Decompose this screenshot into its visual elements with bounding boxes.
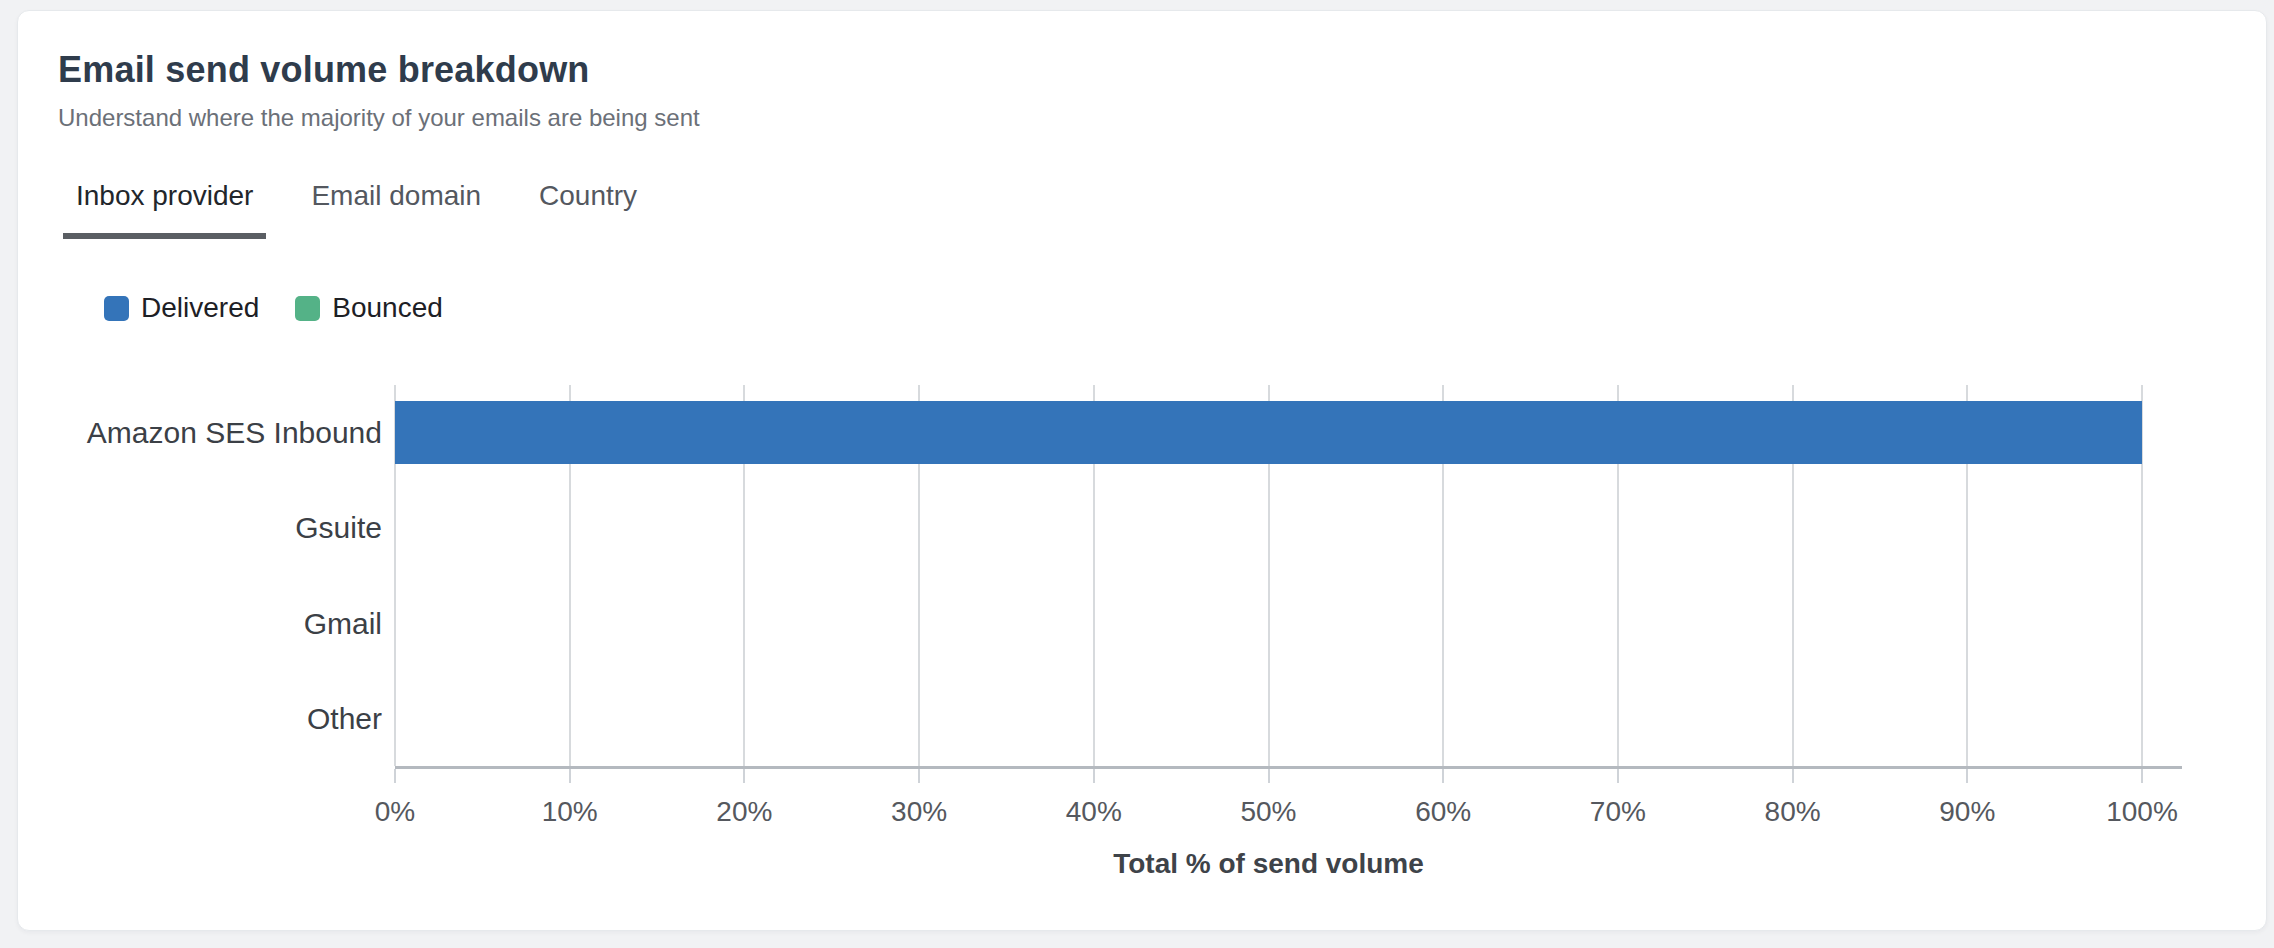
- category-label-gmail: Gmail: [18, 576, 382, 671]
- x-tick-label-30: 30%: [839, 797, 999, 827]
- category-label-gsuite: Gsuite: [18, 480, 382, 575]
- email-send-volume-card: Email send volume breakdown Understand w…: [17, 10, 2267, 931]
- x-tick-label-50: 50%: [1189, 797, 1349, 827]
- card-subtitle: Understand where the majority of your em…: [58, 103, 700, 133]
- x-tick-label-80: 80%: [1713, 797, 1873, 827]
- x-tick-label-40: 40%: [1014, 797, 1174, 827]
- x-tick-mark-20: [743, 769, 745, 783]
- x-tick-label-20: 20%: [664, 797, 824, 827]
- x-tick-mark-30: [918, 769, 920, 783]
- tab-inbox-provider[interactable]: Inbox provider: [63, 179, 266, 239]
- legend-swatch-bounced: [295, 296, 320, 321]
- x-tick-label-60: 60%: [1363, 797, 1523, 827]
- x-axis-line: [395, 766, 2182, 769]
- x-tick-label-90: 90%: [1887, 797, 2047, 827]
- x-tick-mark-100: [2141, 769, 2143, 783]
- x-tick-mark-90: [1966, 769, 1968, 783]
- x-tick-mark-70: [1617, 769, 1619, 783]
- send-volume-bar-chart: Total % of send volume 0% 10% 20% 30% 40% 50%…: [18, 385, 2266, 905]
- legend-label-bounced: Bounced: [332, 293, 443, 323]
- legend-label-delivered: Delivered: [141, 293, 259, 323]
- x-axis-title: Total % of send volume: [395, 847, 2142, 881]
- x-tick-mark-10: [569, 769, 571, 783]
- x-tick-mark-40: [1093, 769, 1095, 783]
- x-tick-mark-50: [1268, 769, 1270, 783]
- x-tick-mark-0: [394, 769, 396, 783]
- legend-swatch-delivered: [104, 296, 129, 321]
- breakdown-tabs: Inbox provider Email domain Country: [63, 179, 650, 239]
- x-tick-label-100: 100%: [2062, 797, 2222, 827]
- legend-item-delivered[interactable]: Delivered: [104, 293, 259, 323]
- tab-country[interactable]: Country: [526, 179, 650, 239]
- legend-item-bounced[interactable]: Bounced: [295, 293, 443, 323]
- chart-legend: Delivered Bounced: [104, 293, 443, 323]
- x-tick-mark-80: [1792, 769, 1794, 783]
- x-tick-label-70: 70%: [1538, 797, 1698, 827]
- x-tick-label-10: 10%: [490, 797, 650, 827]
- card-header: Email send volume breakdown Understand w…: [58, 47, 700, 133]
- bar-delivered-amazon-ses-inbound[interactable]: [395, 401, 2142, 464]
- tab-email-domain[interactable]: Email domain: [298, 179, 494, 239]
- x-tick-label-0: 0%: [315, 797, 475, 827]
- card-title: Email send volume breakdown: [58, 47, 700, 93]
- x-tick-mark-60: [1442, 769, 1444, 783]
- category-label-amazon-ses-inbound: Amazon SES Inbound: [18, 385, 382, 480]
- category-label-other: Other: [18, 671, 382, 766]
